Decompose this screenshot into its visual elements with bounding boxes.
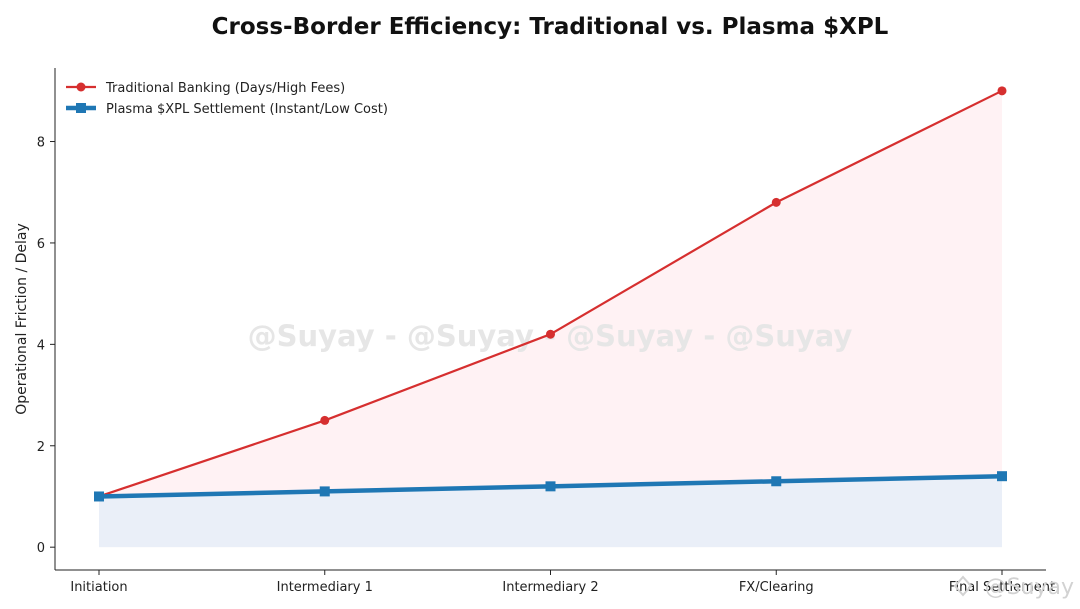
y-tick-label: 0 xyxy=(37,541,45,556)
series-1-point-1 xyxy=(319,486,330,497)
legend-label: Plasma $XPL Settlement (Instant/Low Cost… xyxy=(106,102,388,117)
series-1-point-0 xyxy=(94,491,104,502)
x-tick-label: Intermediary 2 xyxy=(502,580,598,595)
diamond-logo-icon xyxy=(953,575,973,597)
y-tick-label: 6 xyxy=(37,237,45,252)
series-0-point-2 xyxy=(546,329,555,339)
y-ticks: 0 2 4 6 8 xyxy=(37,136,55,556)
y-axis-label: Operational Friction / Delay xyxy=(14,223,30,415)
x-ticks: Initiation Intermediary 1 Intermediary 2 FX… xyxy=(70,570,1055,595)
series-0-point-3 xyxy=(771,197,781,207)
legend-swatch-marker xyxy=(76,82,86,92)
corner-watermark: @Suyay xyxy=(953,575,1074,600)
series-0-point-4 xyxy=(997,86,1007,96)
legend-label: Traditional Banking (Days/High Fees) xyxy=(105,81,345,96)
x-tick-label: FX/Clearing xyxy=(739,580,814,595)
series-1-point-3 xyxy=(771,476,782,487)
y-tick-label: 2 xyxy=(37,440,45,455)
legend-swatch-marker xyxy=(76,103,86,113)
series-0-point-1 xyxy=(320,415,330,425)
chart-title: Cross-Border Efficiency: Traditional vs.… xyxy=(212,14,889,40)
x-tick-label: Initiation xyxy=(70,580,127,595)
legend: Traditional Banking (Days/High Fees) Plas… xyxy=(66,81,388,117)
x-tick-label: Final Settlement xyxy=(949,580,1055,595)
corner-watermark-text: @Suyay xyxy=(985,575,1074,600)
series-1-point-2 xyxy=(545,481,556,492)
series-1-point-4 xyxy=(997,471,1007,482)
series-markers xyxy=(94,86,1007,502)
y-tick-label: 8 xyxy=(37,136,45,151)
y-tick-label: 4 xyxy=(37,338,45,353)
x-tick-label: Intermediary 1 xyxy=(277,580,373,595)
